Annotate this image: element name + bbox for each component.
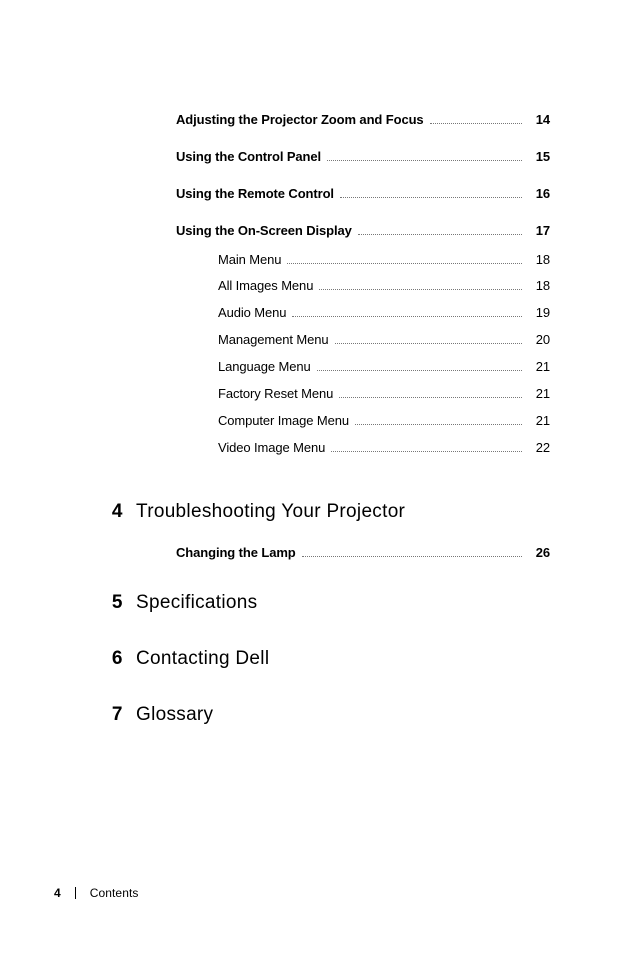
toc-subentry[interactable]: Factory Reset Menu 21 [218,386,550,403]
toc-title: Changing the Lamp [176,545,296,562]
dot-leader [331,451,522,452]
toc-title: Using the Control Panel [176,149,321,166]
toc-page: 18 [528,252,550,269]
toc-page: 20 [528,332,550,349]
dot-leader [327,160,522,161]
toc-subentry[interactable]: Audio Menu 19 [218,305,550,322]
toc-subentry[interactable]: All Images Menu 18 [218,278,550,295]
chapter-number: 6 [100,648,122,670]
toc-page: 19 [528,305,550,322]
toc-subentry[interactable]: Language Menu 21 [218,359,550,376]
toc-subentry[interactable]: Computer Image Menu 21 [218,413,550,430]
toc-page: 21 [528,413,550,430]
chapter-heading[interactable]: 4 Troubleshooting Your Projector [100,501,550,523]
toc-title: Factory Reset Menu [218,386,333,403]
dot-leader [430,123,522,124]
page: Adjusting the Projector Zoom and Focus 1… [0,0,636,954]
toc-title: Adjusting the Projector Zoom and Focus [176,112,424,129]
dot-leader [340,197,522,198]
toc-page: 18 [528,278,550,295]
chapter-number: 5 [100,592,122,614]
toc-entry[interactable]: Using the Remote Control 16 [176,186,550,203]
toc-subentry[interactable]: Main Menu 18 [218,252,550,269]
toc-title: Audio Menu [218,305,286,322]
toc-subentry[interactable]: Video Image Menu 22 [218,440,550,457]
dot-leader [358,234,522,235]
toc-subentry[interactable]: Management Menu 20 [218,332,550,349]
toc-title: Management Menu [218,332,329,349]
chapter-number: 4 [100,501,122,523]
toc-page: 22 [528,440,550,457]
toc-page: 15 [528,149,550,166]
dot-leader [317,370,522,371]
toc-title: Computer Image Menu [218,413,349,430]
footer-page-number: 4 [54,886,61,900]
toc-title: All Images Menu [218,278,313,295]
chapter-number: 7 [100,704,122,726]
chapter-heading[interactable]: 7 Glossary [100,704,550,726]
toc-page: 21 [528,386,550,403]
toc-entry[interactable]: Changing the Lamp 26 [176,545,550,562]
dot-leader [319,289,522,290]
toc-title: Main Menu [218,252,281,269]
toc-entry[interactable]: Using the On-Screen Display 17 [176,223,550,240]
toc-block-top: Adjusting the Projector Zoom and Focus 1… [176,112,550,457]
toc-title: Using the On-Screen Display [176,223,352,240]
toc-block-ch4: Changing the Lamp 26 [176,545,550,562]
chapter-title: Glossary [136,704,213,726]
toc-title: Video Image Menu [218,440,325,457]
toc-page: 14 [528,112,550,129]
chapter-title: Contacting Dell [136,648,269,670]
toc-entry[interactable]: Adjusting the Projector Zoom and Focus 1… [176,112,550,129]
dot-leader [302,556,522,557]
toc-page: 26 [528,545,550,562]
chapter-heading[interactable]: 5 Specifications [100,592,550,614]
footer-separator [75,887,76,899]
toc-title: Using the Remote Control [176,186,334,203]
chapter-title: Specifications [136,592,257,614]
dot-leader [287,263,522,264]
dot-leader [335,343,522,344]
chapter-heading[interactable]: 6 Contacting Dell [100,648,550,670]
toc-page: 16 [528,186,550,203]
toc-page: 17 [528,223,550,240]
toc-page: 21 [528,359,550,376]
dot-leader [339,397,522,398]
page-footer: 4 Contents [54,886,139,900]
dot-leader [292,316,522,317]
toc-entry[interactable]: Using the Control Panel 15 [176,149,550,166]
chapter-title: Troubleshooting Your Projector [136,501,405,523]
toc-title: Language Menu [218,359,311,376]
dot-leader [355,424,522,425]
footer-section-label: Contents [90,886,139,900]
